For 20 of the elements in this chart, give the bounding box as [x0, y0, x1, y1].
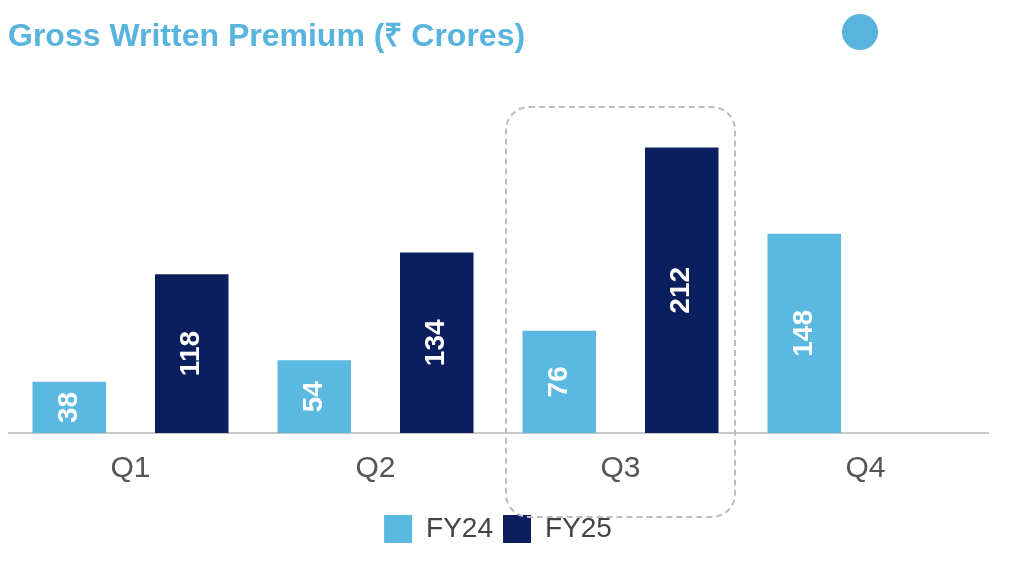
- data-label: 212: [664, 266, 696, 314]
- bar: [767, 233, 841, 433]
- data-label: 54: [296, 380, 328, 413]
- data-label: 76: [541, 366, 573, 398]
- data-label: 148: [786, 310, 818, 357]
- x-tick-label: Q4: [845, 450, 886, 484]
- bar: [155, 274, 229, 433]
- legend-label: FY25: [545, 511, 612, 543]
- x-tick-label: Q2: [355, 450, 396, 484]
- x-tick-label: Q3: [600, 450, 641, 484]
- data-label: 118: [174, 330, 206, 377]
- bar: [277, 360, 351, 433]
- chart-title: Gross Written Premium (₹ Crores): [8, 17, 526, 54]
- bar: [645, 147, 719, 433]
- bar: [522, 330, 596, 433]
- legend-label: FY24: [426, 511, 494, 543]
- data-label: 134: [419, 319, 451, 367]
- bar: [400, 252, 474, 433]
- x-tick-label: Q1: [110, 450, 151, 484]
- data-label: 38: [51, 391, 83, 423]
